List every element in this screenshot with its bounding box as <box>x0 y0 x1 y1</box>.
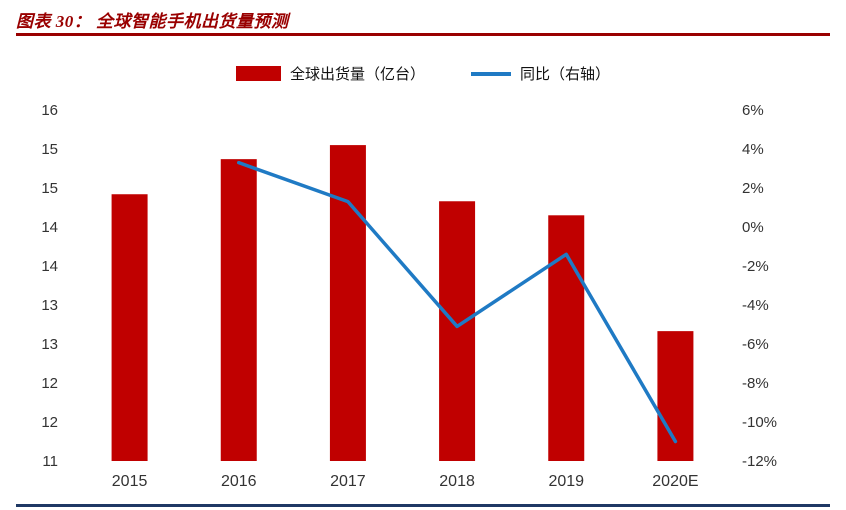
left-axis-tick: 14 <box>41 219 58 236</box>
left-axis-tick: 12 <box>41 414 58 431</box>
legend-item-yoy: 同比（右轴） <box>471 63 610 84</box>
right-axis-tick: 4% <box>742 141 764 158</box>
bar-2017 <box>329 145 366 461</box>
left-axis-tick: 11 <box>42 453 58 470</box>
x-axis-label: 2020E <box>652 473 698 490</box>
left-axis-tick: 13 <box>41 336 58 353</box>
right-axis-tick: -4% <box>742 297 769 314</box>
chart-legend: 全球出货量（亿台） 同比（右轴） <box>0 63 846 84</box>
left-axis-tick: 13 <box>41 297 58 314</box>
x-axis-label: 2017 <box>330 473 366 490</box>
left-axis-tick: 15 <box>41 180 58 197</box>
legend-label-shipments: 全球出货量（亿台） <box>289 66 425 83</box>
bar-2015 <box>111 194 148 461</box>
bar-2019 <box>548 215 585 461</box>
title-divider <box>16 33 830 36</box>
right-axis-tick: 0% <box>742 219 764 236</box>
right-axis-tick: 6% <box>742 102 764 119</box>
figure-title: 图表 30： 全球智能手机出货量预测 <box>16 12 289 31</box>
right-axis-tick: -6% <box>742 336 769 353</box>
right-axis-tick: -10% <box>742 414 777 431</box>
legend-label-yoy: 同比（右轴） <box>520 66 611 83</box>
right-axis-tick: 2% <box>742 180 764 197</box>
legend-swatch-bar <box>235 66 281 81</box>
x-axis-label: 2019 <box>548 473 584 490</box>
legend-swatch-line <box>471 71 511 76</box>
left-axis-tick: 12 <box>41 375 58 392</box>
bar-2018 <box>439 201 476 461</box>
x-axis-label: 2018 <box>439 473 475 490</box>
left-axis-tick: 15 <box>41 141 58 158</box>
right-axis-tick: -2% <box>742 258 769 275</box>
legend-item-shipments: 全球出货量（亿台） <box>235 63 425 84</box>
right-axis-tick: -8% <box>742 375 769 392</box>
left-axis-tick: 14 <box>41 258 58 275</box>
chart-canvas: 16 15 15 14 14 13 13 12 12 11 6% 4% 2% 0% -2% -4% -6% -8%… <box>41 102 777 490</box>
bottom-divider <box>16 504 830 507</box>
x-axis-label: 2015 <box>112 473 148 490</box>
yoy-line <box>237 160 678 444</box>
right-axis-tick: -12% <box>742 453 777 470</box>
bar-2016 <box>220 159 257 461</box>
left-axis-tick: 16 <box>41 102 58 119</box>
x-axis-label: 2016 <box>221 473 257 490</box>
